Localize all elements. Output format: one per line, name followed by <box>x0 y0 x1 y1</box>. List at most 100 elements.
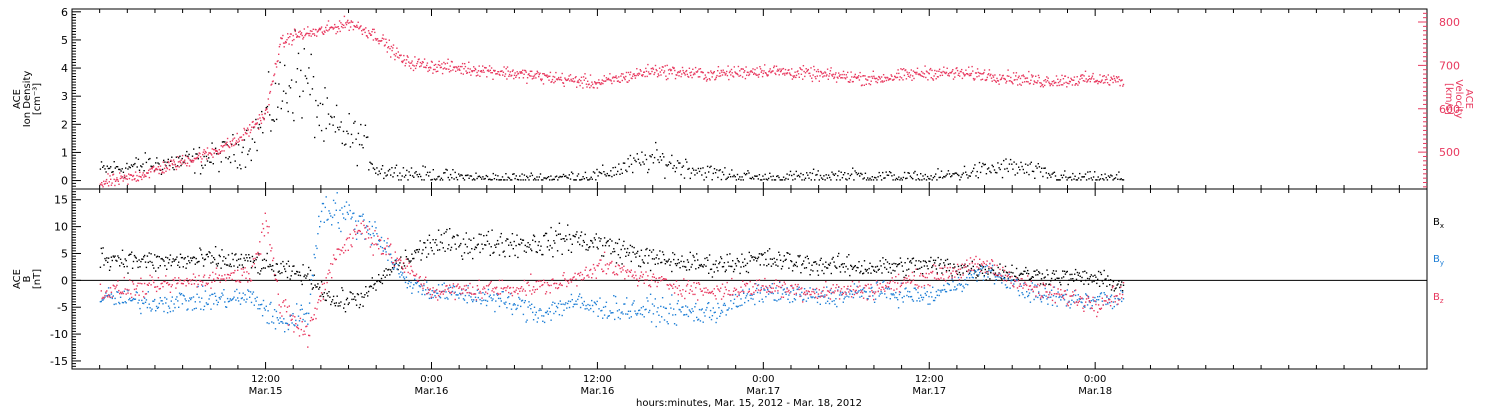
data-point <box>1094 296 1096 299</box>
data-point <box>661 153 664 155</box>
data-point <box>412 257 414 260</box>
data-point <box>463 68 465 70</box>
data-point <box>472 257 474 260</box>
data-point <box>863 84 865 86</box>
data-point <box>1067 283 1069 286</box>
data-point <box>300 32 303 34</box>
data-point <box>838 170 840 172</box>
data-point <box>243 139 246 141</box>
data-point <box>930 291 932 294</box>
data-point <box>296 303 298 305</box>
data-point <box>777 265 779 267</box>
data-point <box>560 176 562 178</box>
data-point <box>404 249 407 251</box>
data-point <box>258 114 261 116</box>
data-point <box>368 169 370 171</box>
data-point <box>719 75 722 77</box>
data-point <box>1003 78 1006 80</box>
data-point <box>548 307 550 309</box>
data-point <box>199 173 202 175</box>
data-point <box>693 320 695 322</box>
data-point <box>1088 178 1090 180</box>
data-point <box>220 267 222 269</box>
data-point <box>981 267 984 269</box>
data-point <box>867 79 869 81</box>
data-point <box>938 68 941 70</box>
data-point <box>945 174 947 177</box>
data-point <box>522 179 524 181</box>
data-point <box>944 288 946 291</box>
data-point <box>167 262 170 264</box>
data-point <box>230 299 232 302</box>
data-point <box>905 177 907 180</box>
data-point <box>554 242 556 244</box>
data-point <box>121 176 124 178</box>
data-point <box>245 254 247 256</box>
data-point <box>608 174 611 177</box>
data-point <box>680 75 682 78</box>
data-point <box>273 274 276 277</box>
data-point <box>290 79 293 81</box>
data-point <box>972 77 975 80</box>
data-point <box>348 113 350 115</box>
data-point <box>159 165 162 167</box>
data-point <box>403 176 406 178</box>
data-point <box>101 252 103 255</box>
data-point <box>511 313 514 316</box>
data-point <box>718 263 720 265</box>
data-point <box>479 70 482 73</box>
data-point <box>156 307 159 309</box>
data-point <box>210 153 212 155</box>
data-point <box>1000 163 1003 165</box>
data-point <box>131 165 134 168</box>
data-point <box>954 72 957 74</box>
data-point <box>991 80 993 82</box>
data-point <box>358 28 360 30</box>
data-point <box>232 134 234 136</box>
data-point <box>1069 176 1072 178</box>
data-point <box>782 289 785 291</box>
data-point <box>881 272 883 274</box>
data-point <box>1039 82 1041 84</box>
data-point <box>311 33 314 35</box>
y-tick-label: 5 <box>61 34 68 47</box>
data-point <box>236 167 239 169</box>
data-point <box>1055 295 1057 298</box>
data-point <box>564 77 566 79</box>
data-point <box>129 174 131 176</box>
data-point <box>880 290 882 293</box>
data-point <box>989 278 991 280</box>
data-point <box>1108 279 1110 281</box>
data-point <box>1031 170 1034 172</box>
data-point <box>692 310 694 312</box>
data-point <box>907 257 909 260</box>
data-point <box>131 299 134 301</box>
data-point <box>986 270 988 273</box>
data-point <box>225 257 227 260</box>
data-point <box>451 237 454 239</box>
data-point <box>508 296 510 298</box>
data-point <box>136 174 138 177</box>
data-point <box>707 259 709 261</box>
data-point <box>154 298 156 301</box>
data-point <box>712 307 714 309</box>
data-point <box>201 164 203 167</box>
data-point <box>685 70 687 73</box>
data-point <box>326 219 328 221</box>
data-point <box>786 252 788 254</box>
data-point <box>320 295 322 297</box>
data-point <box>1026 171 1028 174</box>
data-point <box>1094 81 1096 83</box>
data-point <box>325 196 327 198</box>
data-point <box>817 170 819 172</box>
data-point <box>427 288 430 291</box>
data-point <box>338 129 340 131</box>
data-point <box>260 270 262 272</box>
data-point <box>685 69 688 72</box>
data-point <box>929 260 931 263</box>
data-point <box>748 172 750 174</box>
data-point <box>234 160 236 162</box>
data-point <box>422 165 424 167</box>
data-point <box>897 69 899 71</box>
data-point <box>581 178 583 181</box>
